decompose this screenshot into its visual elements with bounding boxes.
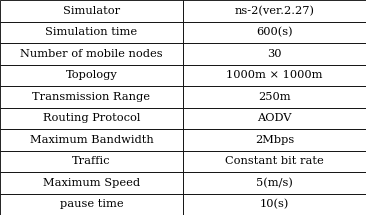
Text: Transmission Range: Transmission Range (33, 92, 150, 102)
Bar (183, 150, 366, 172)
Bar (183, 108, 366, 129)
Text: Simulation time: Simulation time (45, 27, 138, 37)
Bar (0, 172, 183, 194)
Bar (183, 64, 366, 86)
Text: 250m: 250m (258, 92, 291, 102)
Bar (0, 108, 183, 129)
Bar (183, 43, 366, 64)
Text: 10(s): 10(s) (260, 199, 289, 209)
Bar (183, 0, 366, 22)
Text: Maximum Speed: Maximum Speed (43, 178, 140, 188)
Bar (0, 129, 183, 150)
Text: Traffic: Traffic (72, 156, 111, 166)
Bar (0, 43, 183, 64)
Text: ns-2(ver.2.27): ns-2(ver.2.27) (235, 6, 314, 16)
Text: 1000m × 1000m: 1000m × 1000m (226, 70, 323, 80)
Bar (183, 86, 366, 108)
Bar (0, 86, 183, 108)
Bar (183, 22, 366, 43)
Bar (0, 22, 183, 43)
Text: pause time: pause time (60, 199, 123, 209)
Text: 30: 30 (267, 49, 282, 59)
Bar (183, 129, 366, 150)
Bar (0, 194, 183, 215)
Text: Routing Protocol: Routing Protocol (43, 113, 140, 123)
Text: 600(s): 600(s) (256, 27, 293, 37)
Text: 5(m/s): 5(m/s) (256, 178, 293, 188)
Text: AODV: AODV (257, 113, 292, 123)
Text: Topology: Topology (66, 70, 117, 80)
Bar (183, 194, 366, 215)
Text: Constant bit rate: Constant bit rate (225, 156, 324, 166)
Text: Number of mobile nodes: Number of mobile nodes (20, 49, 163, 59)
Bar (0, 150, 183, 172)
Bar (0, 64, 183, 86)
Bar (183, 172, 366, 194)
Text: Maximum Bandwidth: Maximum Bandwidth (30, 135, 153, 145)
Bar (0, 0, 183, 22)
Text: 2Mbps: 2Mbps (255, 135, 294, 145)
Text: Simulator: Simulator (63, 6, 120, 16)
